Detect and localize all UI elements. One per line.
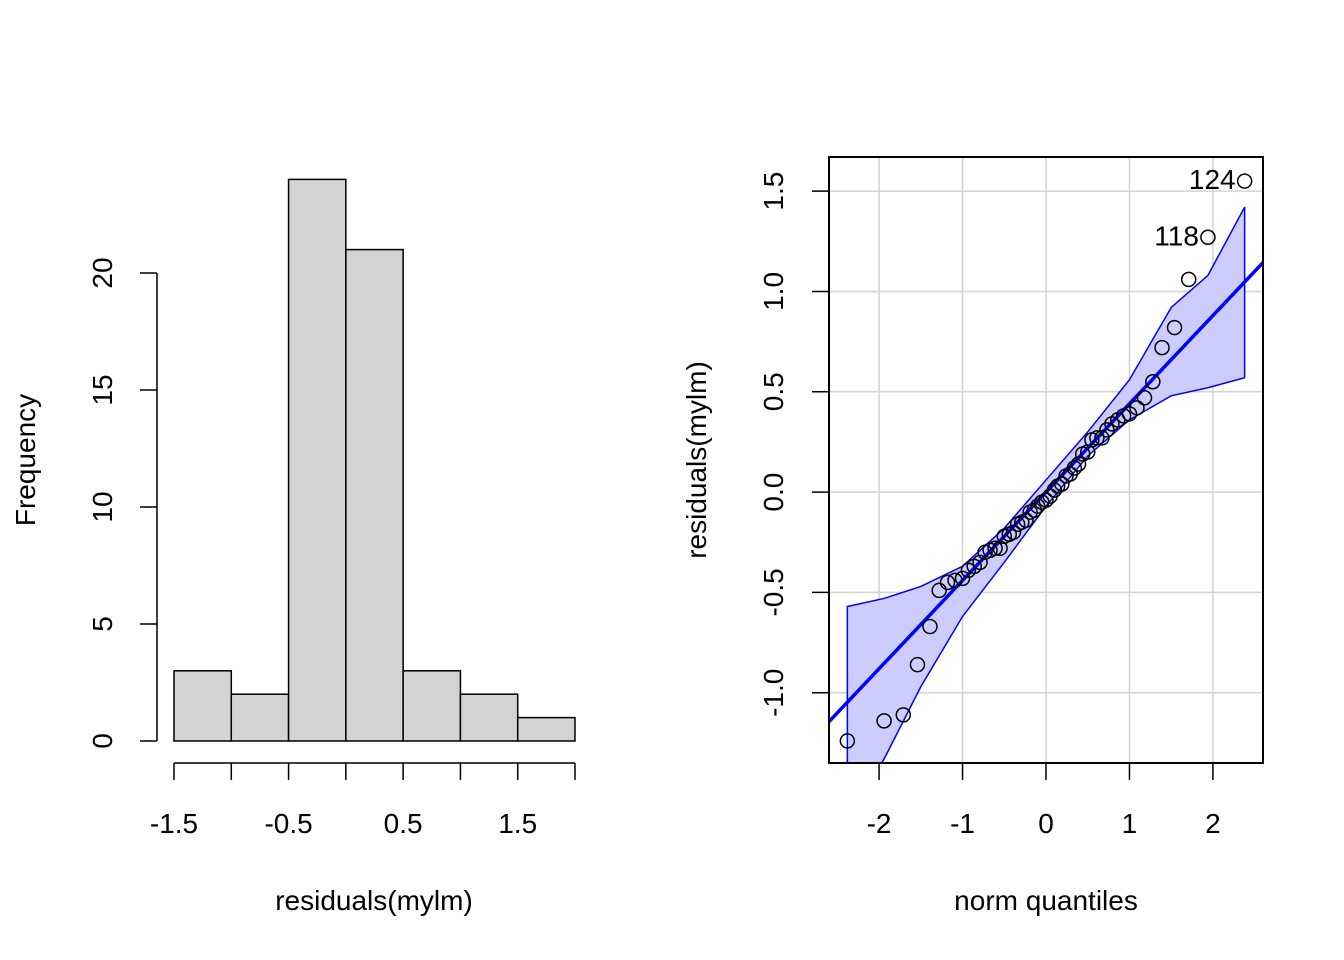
x-tick-label: -2	[867, 808, 892, 839]
histogram-bar	[516, 716, 576, 742]
qq-point	[895, 707, 912, 723]
y-tick-label: 0.0	[758, 473, 789, 512]
qq-point	[931, 582, 947, 599]
qq-point-labels: 118 124	[1154, 164, 1235, 251]
x-tick-label: -0.5	[264, 808, 312, 839]
histogram-bar	[345, 248, 404, 742]
qq-y-axis: -1.0 -0.5 0.0 0.5 1.0 1.5	[758, 172, 829, 717]
qq-point	[1054, 476, 1070, 492]
qq-point-label: 118	[1154, 220, 1199, 251]
qq-point	[1066, 460, 1083, 476]
qq-point	[1236, 173, 1253, 189]
y-tick-label: 5	[87, 616, 118, 632]
qq-point	[1018, 512, 1034, 528]
qq-point	[922, 618, 938, 635]
x-tick-label: -1	[950, 808, 975, 839]
qq-point	[987, 540, 1003, 557]
y-tick-label: 0	[87, 733, 118, 749]
qq-reference-line	[829, 261, 1263, 723]
confidence-envelope-band	[847, 207, 1245, 763]
qq-point	[1154, 339, 1170, 356]
y-tick-label: -0.5	[758, 568, 789, 616]
x-tick-label: 0.5	[384, 808, 423, 839]
qq-point	[1166, 319, 1183, 336]
qq-point	[1180, 271, 1197, 288]
qq-point	[954, 570, 971, 587]
x-tick-label: 1.5	[498, 808, 537, 839]
x-tick-label: 1	[1122, 808, 1138, 839]
histogram-bar	[173, 670, 233, 742]
qq-x-axis-label: norm quantiles	[954, 885, 1138, 916]
qq-point	[1094, 430, 1110, 446]
qq-point	[939, 574, 956, 591]
qq-point	[1005, 524, 1022, 540]
y-tick-label: 1.0	[758, 272, 789, 311]
x-tick-label: -1.5	[150, 808, 198, 839]
y-tick-label: -1.0	[758, 669, 789, 717]
qq-point	[876, 713, 892, 729]
qq-point	[1136, 390, 1153, 406]
histogram-bars	[173, 178, 576, 742]
histogram-bar	[459, 693, 519, 742]
histogram-bar	[230, 693, 290, 742]
qq-point	[1089, 430, 1105, 446]
qq-point	[1145, 373, 1161, 390]
y-tick-label: 15	[87, 374, 118, 405]
qq-plot-panel: 118 124 -2 -1 0 1 2 -1.0 -0.5 0.0 0.5 1.0 1.5 norm…	[681, 156, 1264, 916]
qq-point	[1070, 456, 1087, 472]
qq-point	[909, 656, 926, 673]
qq-point	[839, 733, 856, 749]
confidence-envelope-upper-line	[846, 206, 1246, 763]
histogram-x-axis: -1.5 -0.5 0.5 1.5	[150, 762, 576, 839]
qq-x-axis: -2 -1 0 1 2	[867, 763, 1221, 839]
histogram-bar	[287, 178, 347, 742]
histogram-y-axis-label: Frequency	[10, 394, 41, 526]
histogram-x-axis-label: residuals(mylm)	[275, 885, 473, 916]
y-tick-label: 0.5	[758, 372, 789, 411]
qq-point	[972, 554, 988, 571]
qq-point	[1129, 400, 1145, 416]
qq-y-axis-label: residuals(mylm)	[681, 361, 712, 559]
qq-point	[1038, 492, 1054, 508]
histogram-bar	[402, 670, 462, 742]
qq-point-label: 124	[1189, 164, 1236, 195]
qq-points	[839, 173, 1253, 749]
x-tick-label: 0	[1038, 808, 1054, 839]
qq-point	[1200, 229, 1216, 246]
y-tick-label: 20	[87, 257, 118, 288]
x-tick-label: 2	[1205, 808, 1221, 839]
y-tick-label: 1.5	[758, 172, 789, 211]
qq-point	[1029, 498, 1046, 514]
histogram-y-axis: 0 5 10 15 20	[87, 257, 158, 749]
y-tick-label: 10	[87, 491, 118, 522]
qq-point	[947, 572, 963, 589]
